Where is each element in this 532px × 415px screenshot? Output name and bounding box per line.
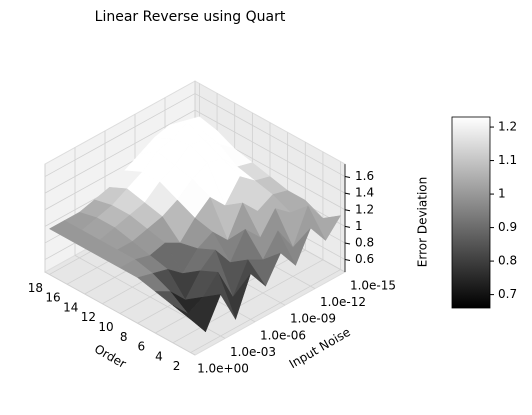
chart-title: Linear Reverse using Quart <box>95 9 286 25</box>
grid-line <box>190 269 341 353</box>
colorbar-tick-label: 0.9 <box>498 220 517 234</box>
y-tick-label: 1.0e-15 <box>350 279 396 293</box>
colorbar-tick-label: 1.2 <box>498 120 517 134</box>
z-tick-label: 0.6 <box>355 252 374 266</box>
z-tick-label: 1.4 <box>355 186 374 200</box>
colorbar-tick-label: 0.8 <box>498 254 517 268</box>
x-tick-label: 12 <box>81 310 96 324</box>
z-tick <box>344 176 351 179</box>
colorbar-tick-label: 0.7 <box>498 287 517 301</box>
z-tick-label: 1.2 <box>355 202 374 216</box>
x-tick-label: 18 <box>28 281 43 295</box>
x-tick-label: 2 <box>173 359 181 373</box>
z-tick <box>344 209 351 212</box>
grid-line <box>44 271 196 356</box>
x-tick-label: 8 <box>120 330 128 344</box>
z-axis-label: Error Deviation <box>416 177 430 267</box>
z-tick-label: 0.8 <box>355 235 374 249</box>
grid-line <box>194 109 346 194</box>
x-axis-label: Order <box>92 342 129 371</box>
colorbar-tick-label: 1.1 <box>498 153 517 167</box>
z-tick <box>344 259 351 262</box>
grid-line <box>172 259 324 344</box>
z-tick-label: 1 <box>355 219 363 233</box>
z-tick-label: 1.6 <box>355 169 374 183</box>
x-tick-label: 16 <box>45 291 60 305</box>
grid-line <box>194 93 346 177</box>
y-tick-label: 1.0e-09 <box>290 312 336 326</box>
y-tick-label: 1.0e+00 <box>197 362 249 376</box>
x-tick-label: 10 <box>98 320 113 334</box>
grid-line <box>44 93 196 177</box>
y-tick-label: 1.0e-12 <box>320 295 366 309</box>
x-tick-label: 6 <box>137 340 145 354</box>
colorbar <box>451 116 491 309</box>
surface-face <box>172 305 206 332</box>
y-tick-label: 1.0e-03 <box>230 345 276 359</box>
grid-line <box>44 109 196 194</box>
y-tick-label: 1.0e-06 <box>260 328 306 342</box>
colorbar-tick-label: 1 <box>498 187 506 201</box>
z-tick <box>344 192 351 195</box>
x-tick-label: 4 <box>155 349 163 363</box>
z-tick <box>344 242 351 245</box>
x-tick-label: 14 <box>63 300 78 314</box>
z-tick <box>344 225 351 228</box>
